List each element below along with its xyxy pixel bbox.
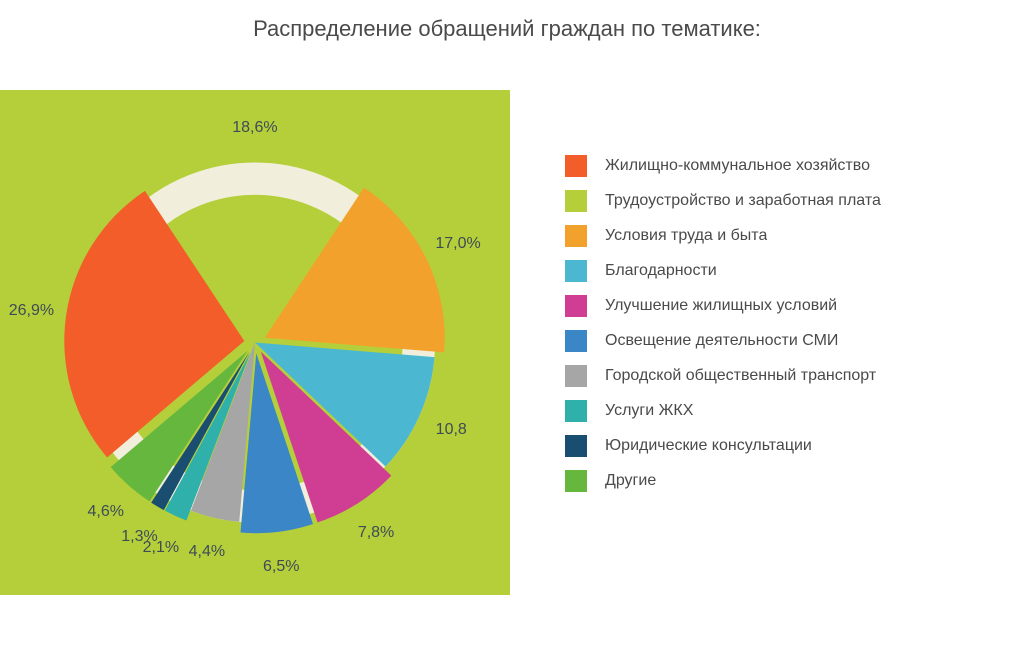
pie-svg bbox=[0, 90, 510, 595]
legend-swatch bbox=[565, 260, 587, 282]
legend-swatch bbox=[565, 470, 587, 492]
legend-item: Благодарности bbox=[565, 260, 1005, 282]
legend-item: Освещение деятельности СМИ bbox=[565, 330, 1005, 352]
legend-swatch bbox=[565, 225, 587, 247]
legend-item: Условия труда и быта bbox=[565, 225, 1005, 247]
legend-swatch bbox=[565, 435, 587, 457]
legend-swatch bbox=[565, 155, 587, 177]
legend-item: Юридические консультации bbox=[565, 435, 1005, 457]
legend-label: Освещение деятельности СМИ bbox=[605, 331, 838, 350]
legend-label: Трудоустройство и заработная плата bbox=[605, 191, 881, 210]
legend-item: Услуги ЖКХ bbox=[565, 400, 1005, 422]
pie-chart: 18,6%17,0%10,87,8%6,5%4,4%2,1%1,3%4,6%26… bbox=[0, 90, 510, 595]
legend-label: Условия труда и быта bbox=[605, 226, 767, 245]
legend-label: Жилищно-коммунальное хозяйство bbox=[605, 156, 870, 175]
legend-swatch bbox=[565, 400, 587, 422]
legend-swatch bbox=[565, 295, 587, 317]
legend-swatch bbox=[565, 365, 587, 387]
legend-label: Другие bbox=[605, 471, 656, 490]
legend-swatch bbox=[565, 190, 587, 212]
chart-title: Распределение обращений граждан по темат… bbox=[0, 16, 1014, 42]
legend-label: Городской общественный транспорт bbox=[605, 366, 876, 385]
legend-label: Улучшение жилищных условий bbox=[605, 296, 837, 315]
legend-item: Городской общественный транспорт bbox=[565, 365, 1005, 387]
legend-item: Трудоустройство и заработная плата bbox=[565, 190, 1005, 212]
page: Распределение обращений граждан по темат… bbox=[0, 0, 1014, 650]
legend-label: Услуги ЖКХ bbox=[605, 401, 693, 420]
legend: Жилищно-коммунальное хозяйство Трудоустро… bbox=[565, 155, 1005, 505]
legend-label: Благодарности bbox=[605, 261, 717, 280]
legend-item: Другие bbox=[565, 470, 1005, 492]
legend-item: Улучшение жилищных условий bbox=[565, 295, 1005, 317]
legend-item: Жилищно-коммунальное хозяйство bbox=[565, 155, 1005, 177]
legend-label: Юридические консультации bbox=[605, 436, 812, 455]
legend-swatch bbox=[565, 330, 587, 352]
